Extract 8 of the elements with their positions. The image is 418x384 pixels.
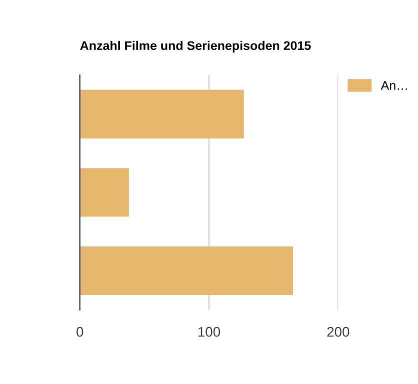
bar: [80, 90, 244, 138]
legend-label: An…: [380, 81, 407, 90]
x-tick-label: 200: [327, 326, 350, 337]
x-tick-label: 100: [198, 326, 220, 337]
x-tick-label: 0: [76, 326, 84, 337]
bar: [80, 246, 293, 296]
chart-title: Anzahl Filme und Serienepisoden 2015: [80, 40, 311, 53]
bar: [80, 168, 129, 217]
